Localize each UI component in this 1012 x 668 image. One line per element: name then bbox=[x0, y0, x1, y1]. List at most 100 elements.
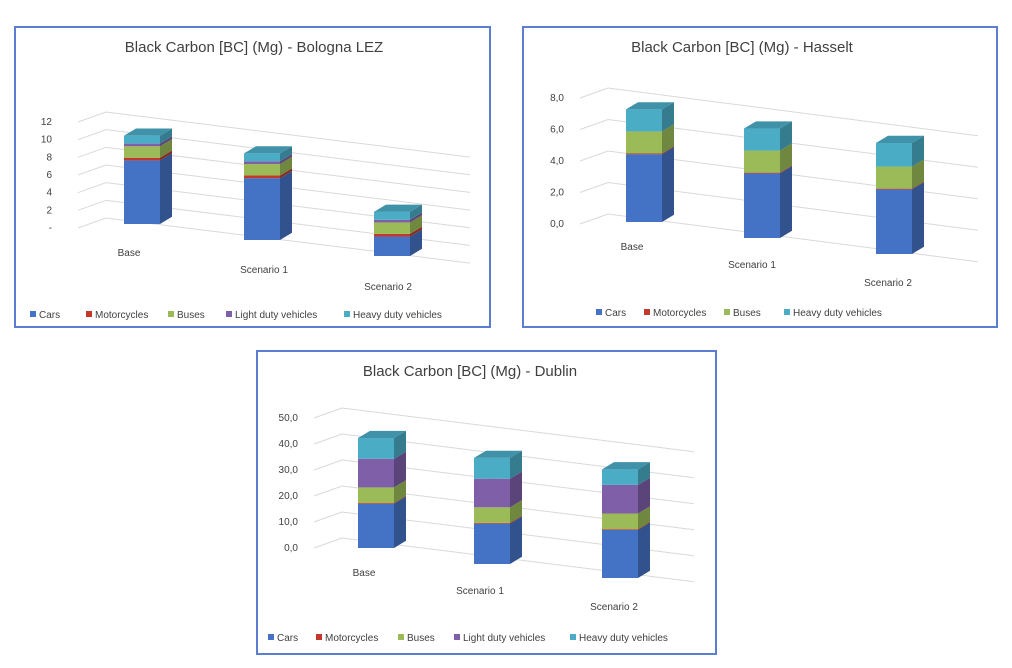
bar-segment bbox=[374, 229, 422, 256]
bar-segment bbox=[124, 136, 172, 147]
bar-segment bbox=[124, 128, 172, 144]
y-tick-label: 6,0 bbox=[550, 125, 564, 136]
bar-segment bbox=[358, 480, 406, 504]
x-category-label: Scenario 2 bbox=[864, 278, 912, 289]
legend-label: Buses bbox=[407, 633, 435, 644]
x-category-label: Scenario 1 bbox=[728, 260, 776, 271]
bar-segment bbox=[602, 522, 650, 578]
bar-segment bbox=[358, 430, 406, 459]
grid-line bbox=[313, 511, 695, 557]
chart-panel-hasselt: Black Carbon [BC] (Mg) - Hasselt 0,0 2,0 4,… bbox=[522, 26, 998, 328]
legend-item: Motorcycles bbox=[644, 308, 706, 319]
bar-top bbox=[876, 135, 924, 143]
bar-top bbox=[358, 430, 406, 439]
bar-segment bbox=[244, 156, 292, 176]
y-tick-label: 0,0 bbox=[284, 543, 298, 554]
legend-item: Buses bbox=[398, 633, 435, 644]
bar-segment bbox=[744, 165, 792, 174]
grid-line bbox=[77, 111, 471, 158]
legend-swatch bbox=[316, 634, 322, 640]
bar-segment bbox=[744, 166, 792, 238]
grid-line bbox=[313, 485, 695, 531]
bar-segment bbox=[358, 496, 406, 548]
grid-line bbox=[313, 407, 695, 453]
bar-segment bbox=[474, 500, 522, 523]
legend-label: Cars bbox=[39, 310, 60, 321]
y-tick-label: 4 bbox=[46, 188, 52, 199]
bar-segment bbox=[474, 450, 522, 479]
legend-label: Buses bbox=[177, 310, 205, 321]
bar-segment bbox=[626, 147, 674, 222]
bar-segment bbox=[374, 204, 422, 220]
legend-label: Cars bbox=[605, 308, 626, 319]
bar-segment bbox=[626, 146, 674, 155]
y-tick-label: 10,0 bbox=[279, 517, 299, 528]
bar-segment bbox=[876, 181, 924, 190]
bar-segment bbox=[602, 521, 650, 530]
bar-segment bbox=[244, 146, 292, 162]
legend-item: Motorcycles bbox=[86, 310, 148, 321]
bar-segment bbox=[358, 495, 406, 504]
legend-label: Light duty vehicles bbox=[463, 633, 545, 644]
bar-segment bbox=[626, 124, 674, 154]
legend-swatch bbox=[644, 309, 650, 315]
bar-segment bbox=[244, 168, 292, 179]
bar-top bbox=[474, 450, 522, 458]
grid-line bbox=[579, 150, 979, 200]
grid-line bbox=[313, 459, 695, 505]
bar-segment bbox=[744, 121, 792, 151]
legend-label: Light duty vehicles bbox=[235, 310, 317, 321]
y-tick-label: 30,0 bbox=[279, 465, 299, 476]
legend-item: Cars bbox=[596, 308, 626, 319]
x-category-label: Base bbox=[118, 248, 141, 259]
bar-segment bbox=[124, 139, 172, 158]
legend-swatch bbox=[268, 634, 274, 640]
bar-top bbox=[626, 102, 674, 110]
grid-line bbox=[77, 217, 471, 264]
chart-title: Black Carbon [BC] (Mg) - Hasselt bbox=[631, 39, 854, 56]
y-tick-label: 40,0 bbox=[279, 439, 299, 450]
grid-line bbox=[77, 164, 471, 211]
legend-label: Heavy duty vehicles bbox=[353, 310, 442, 321]
bar-segment bbox=[744, 143, 792, 173]
legend-item: Buses bbox=[168, 310, 205, 321]
bar-segment bbox=[358, 451, 406, 488]
legend-label: Motorcycles bbox=[325, 633, 378, 644]
grid-line bbox=[579, 213, 979, 263]
legend-swatch bbox=[724, 309, 730, 315]
grid-line bbox=[77, 199, 471, 246]
y-tick-label: 10 bbox=[41, 135, 53, 146]
legend-item: Heavy duty vehicles bbox=[344, 310, 442, 321]
x-category-label: Base bbox=[621, 242, 644, 253]
y-tick-label: 6 bbox=[46, 170, 52, 181]
y-tick-label: 50,0 bbox=[279, 413, 299, 424]
y-tick-label: 20,0 bbox=[279, 491, 299, 502]
grid-line bbox=[579, 181, 979, 231]
x-category-label: Scenario 1 bbox=[240, 265, 288, 276]
y-tick-label: 12 bbox=[41, 117, 53, 128]
legend-swatch bbox=[344, 311, 350, 317]
bar-segment bbox=[124, 153, 172, 224]
chart-bologna: Black Carbon [BC] (Mg) - Bologna LEZ - 2 4 6… bbox=[30, 39, 471, 321]
grid-line bbox=[77, 146, 471, 193]
bar-segment bbox=[602, 506, 650, 530]
y-tick-label: 8 bbox=[46, 152, 52, 163]
legend-label: Motorcycles bbox=[653, 308, 706, 319]
bar-segment bbox=[474, 515, 522, 524]
y-tick-label: 0,0 bbox=[550, 219, 564, 230]
bar-segment bbox=[244, 154, 292, 165]
y-tick-label: 4,0 bbox=[550, 156, 564, 167]
legend-swatch bbox=[570, 634, 576, 640]
bar-top bbox=[124, 128, 172, 136]
legend-label: Heavy duty vehicles bbox=[579, 633, 668, 644]
legend-item: Heavy duty vehicles bbox=[784, 308, 882, 319]
legend-item: Cars bbox=[268, 633, 298, 644]
y-tick-label: 2 bbox=[46, 205, 52, 216]
chart-panel-dublin: Black Carbon [BC] (Mg) - Dublin 0,0 10,0 20… bbox=[256, 350, 717, 655]
bar-segment bbox=[602, 462, 650, 485]
bar-top bbox=[244, 146, 292, 154]
y-tick-label: - bbox=[49, 223, 52, 234]
chart-title: Black Carbon [BC] (Mg) - Dublin bbox=[363, 363, 577, 380]
legend-swatch bbox=[398, 634, 404, 640]
legend-swatch bbox=[596, 309, 602, 315]
